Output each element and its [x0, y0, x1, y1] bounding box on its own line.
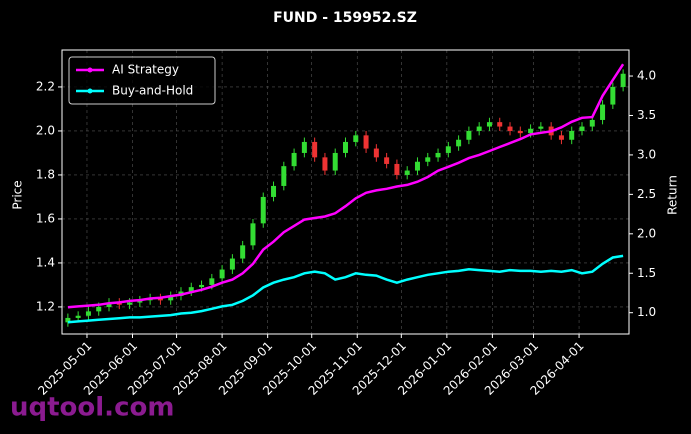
candle-body	[157, 298, 163, 301]
candle-body	[127, 302, 133, 305]
legend-marker	[87, 67, 93, 73]
candle-body	[569, 130, 575, 140]
candle-body	[517, 130, 523, 134]
y-tick-label: 1.6	[36, 211, 55, 225]
y2-tick-label: 2.0	[637, 226, 656, 240]
candle-body	[219, 269, 225, 279]
candle-body	[281, 166, 287, 186]
candle-body	[106, 302, 112, 307]
candle-body	[486, 122, 492, 127]
candle-body	[558, 135, 564, 140]
series-line	[67, 63, 625, 309]
candle-body	[209, 278, 215, 285]
candle-body	[363, 135, 369, 149]
candle-body	[312, 141, 318, 158]
candle-body	[425, 157, 431, 162]
candle-body	[507, 126, 513, 131]
candle-body	[620, 73, 626, 87]
candle-body	[600, 104, 606, 120]
candle-body	[373, 148, 379, 158]
candle-body	[384, 157, 390, 164]
watermark: uqtool.com	[10, 393, 174, 423]
candle-body	[332, 152, 338, 171]
candle-body	[199, 284, 205, 288]
y-axis-label: Price	[11, 180, 25, 209]
candle-body	[188, 287, 194, 292]
y-tick-label: 1.4	[36, 255, 55, 269]
legend-marker	[87, 88, 93, 94]
candle-body	[271, 185, 277, 197]
candle-body	[445, 146, 451, 153]
candle-body	[538, 126, 544, 129]
candle-body	[260, 196, 266, 224]
candle-body	[65, 317, 71, 323]
candle-body	[528, 128, 534, 134]
candle-body	[456, 139, 462, 147]
candle-body	[75, 315, 81, 318]
candle-body	[240, 245, 246, 259]
candle-body	[497, 122, 503, 127]
candle-body	[610, 86, 616, 105]
candle-body	[589, 119, 595, 127]
legend-label: AI Strategy	[112, 63, 179, 77]
y2-tick-label: 1.0	[637, 305, 656, 319]
y-tick-label: 1.2	[36, 299, 55, 313]
candle-body	[414, 161, 420, 171]
candle-body	[404, 170, 410, 175]
series-line	[67, 254, 624, 324]
y-tick-label: 2.0	[36, 123, 55, 137]
chart-title: FUND - 159952.SZ	[273, 10, 417, 26]
legend: AI Strategy Buy-and-Hold	[68, 56, 216, 105]
y2-axis-label: Return	[666, 175, 680, 215]
candle-body	[301, 141, 307, 153]
candle-body	[353, 135, 359, 142]
candle-body	[435, 152, 441, 158]
y2-tick-label: 3.0	[637, 147, 656, 161]
candle-body	[579, 126, 585, 131]
candle-body	[291, 152, 297, 167]
y-tick-label: 2.2	[36, 79, 55, 93]
candle-body	[137, 300, 143, 303]
candle-body	[322, 157, 328, 171]
candle-body	[394, 163, 400, 175]
candle-body	[476, 126, 482, 131]
candle-body	[250, 223, 256, 246]
plot-frame	[61, 49, 630, 335]
candle-body	[85, 311, 91, 316]
y2-tick-label: 3.5	[637, 108, 656, 122]
y2-tick-label: 1.5	[637, 266, 656, 280]
y-tick-label: 1.8	[36, 167, 55, 181]
y2-tick-label: 4.0	[637, 69, 656, 83]
y2-tick-label: 2.5	[637, 187, 656, 201]
candle-body	[229, 258, 235, 270]
candle-body	[96, 306, 102, 312]
legend-box	[68, 56, 216, 105]
candle-body	[466, 130, 472, 140]
legend-label: Buy-and-Hold	[112, 84, 193, 98]
candle-body	[343, 141, 348, 153]
candle-body	[168, 295, 174, 301]
